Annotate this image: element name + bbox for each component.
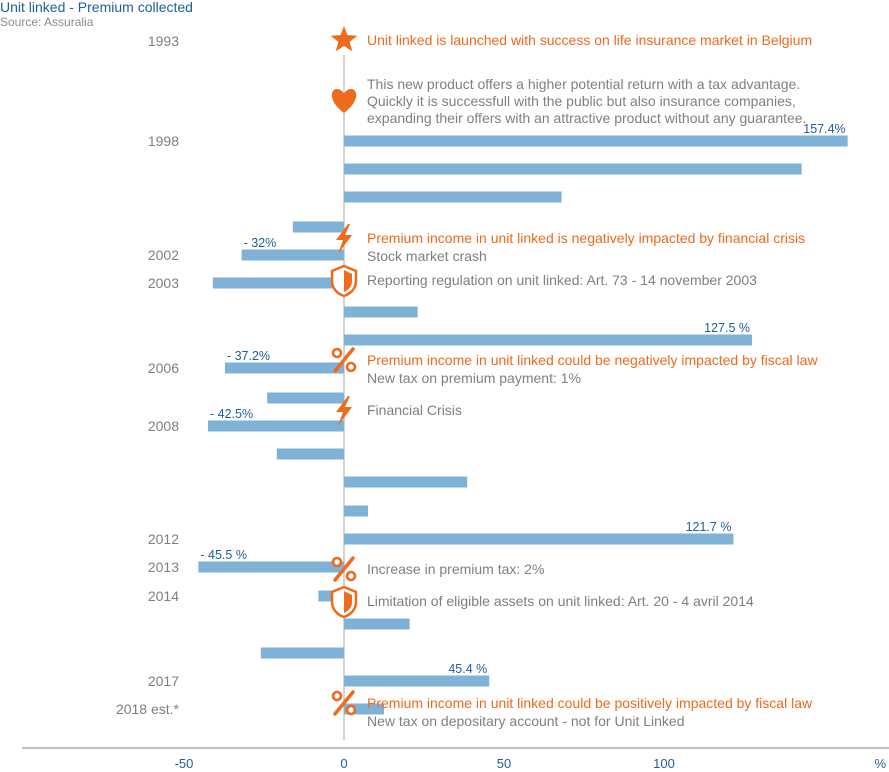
data-label: - 42.5% bbox=[210, 407, 253, 421]
bar bbox=[212, 277, 344, 289]
data-label: - 45.5 % bbox=[200, 548, 247, 562]
data-label: 45.4 % bbox=[448, 662, 487, 676]
bar bbox=[344, 675, 490, 687]
year-label: 2006 bbox=[148, 360, 179, 376]
year-label: 1998 bbox=[148, 133, 179, 149]
bar bbox=[198, 561, 344, 573]
year-label: 2002 bbox=[148, 247, 179, 263]
event-detail: This new product offers a higher potenti… bbox=[367, 76, 800, 92]
bar bbox=[344, 533, 734, 545]
x-axis-unit: % bbox=[874, 756, 886, 771]
percent-icon bbox=[331, 690, 357, 716]
year-label: 2003 bbox=[148, 275, 179, 291]
event-detail: New tax on depositary account - not for … bbox=[367, 713, 685, 729]
event-detail: Stock market crash bbox=[367, 248, 487, 264]
bar bbox=[260, 647, 344, 659]
bar bbox=[241, 249, 344, 261]
event-detail: expanding their offers with an attractiv… bbox=[367, 110, 806, 126]
bar bbox=[344, 703, 384, 715]
x-tick-label: -50 bbox=[175, 756, 194, 771]
lightning-icon bbox=[336, 224, 352, 254]
bar bbox=[267, 392, 344, 404]
x-tick-label: 50 bbox=[497, 756, 511, 771]
bar bbox=[344, 135, 848, 147]
year-label: 2012 bbox=[148, 531, 179, 547]
event-detail: Quickly it is successfull with the publi… bbox=[367, 93, 796, 109]
year-label: 2014 bbox=[148, 588, 179, 604]
event-headline: Unit linked is launched with success on … bbox=[367, 32, 812, 48]
bar bbox=[344, 306, 418, 318]
bar bbox=[344, 191, 562, 203]
event-detail: New tax on premium payment: 1% bbox=[367, 370, 581, 386]
bar bbox=[292, 221, 344, 233]
bar bbox=[224, 362, 344, 374]
year-label: 2013 bbox=[148, 559, 179, 575]
event-detail: Financial Crisis bbox=[367, 402, 462, 418]
shield-icon bbox=[330, 585, 358, 619]
data-label: - 37.2% bbox=[227, 349, 270, 363]
event-headline: Premium income in unit linked is negativ… bbox=[367, 230, 805, 246]
year-label: 2017 bbox=[148, 673, 179, 689]
bar bbox=[208, 420, 344, 432]
bar bbox=[344, 163, 802, 175]
bar bbox=[276, 448, 344, 460]
heart-icon bbox=[331, 89, 357, 113]
bar bbox=[344, 334, 752, 346]
percent-icon bbox=[331, 556, 357, 582]
x-tick-label: 0 bbox=[340, 756, 347, 771]
chart-source: Source: Assuralia bbox=[0, 15, 94, 29]
event-detail: Limitation of eligible assets on unit li… bbox=[367, 593, 754, 609]
event-detail: Increase in premium tax: 2% bbox=[367, 561, 544, 577]
shield-icon bbox=[330, 264, 358, 298]
percent-icon bbox=[331, 347, 357, 373]
data-label: 121.7 % bbox=[686, 520, 732, 534]
year-label: 2018 est.* bbox=[116, 701, 180, 717]
data-label: - 32% bbox=[244, 236, 277, 250]
x-tick-label: 100 bbox=[653, 756, 675, 771]
bar bbox=[344, 618, 410, 630]
star-icon bbox=[330, 26, 358, 52]
event-detail: Reporting regulation on unit linked: Art… bbox=[367, 272, 757, 288]
year-label: 2008 bbox=[148, 418, 179, 434]
event-headline: Premium income in unit linked could be p… bbox=[367, 695, 813, 711]
bar bbox=[344, 476, 468, 488]
data-label: 157.4% bbox=[803, 122, 845, 136]
year-label: 1993 bbox=[148, 33, 179, 49]
data-label: 127.5 % bbox=[704, 321, 750, 335]
lightning-icon bbox=[336, 396, 352, 426]
bar bbox=[344, 505, 368, 517]
chart-title: Unit linked - Premium collected bbox=[0, 0, 193, 15]
event-headline: Premium income in unit linked could be n… bbox=[367, 352, 818, 368]
